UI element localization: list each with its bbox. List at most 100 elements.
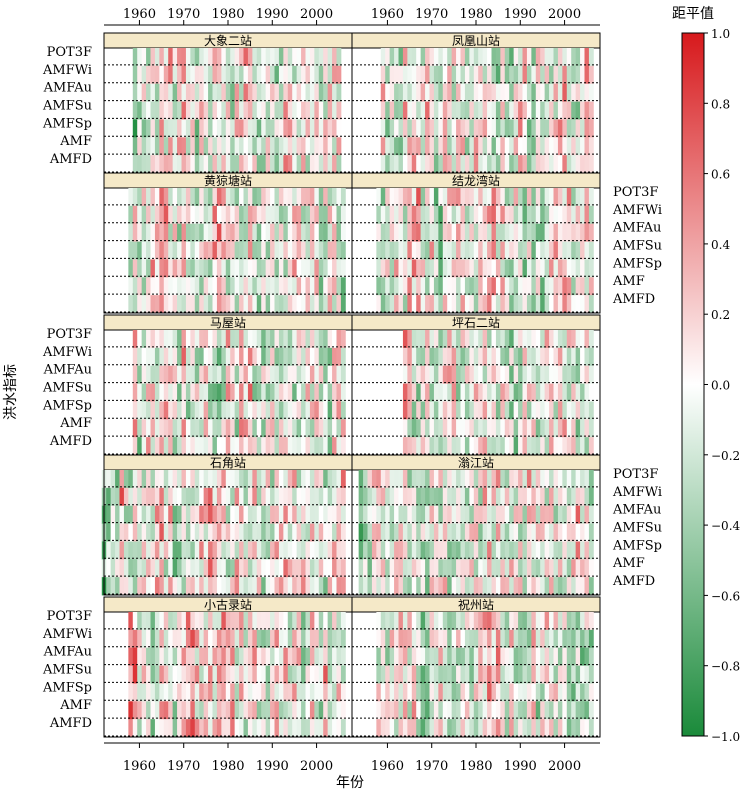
heat-cell xyxy=(123,541,129,560)
heat-cell xyxy=(177,223,182,242)
heat-cell xyxy=(500,365,506,384)
heat-cell xyxy=(212,541,218,560)
heat-cell xyxy=(588,83,594,102)
heat-cell xyxy=(544,647,550,666)
heat-cell xyxy=(274,683,280,702)
heat-cell xyxy=(283,241,289,260)
heat-cell xyxy=(287,419,293,438)
heat-cell xyxy=(482,330,488,349)
heat-cell xyxy=(433,330,439,349)
heat-cell xyxy=(340,383,346,402)
heat-cell xyxy=(301,470,306,489)
heat-cell xyxy=(332,665,337,684)
heat-cell xyxy=(181,719,187,738)
heat-cell xyxy=(314,401,320,420)
heat-cell xyxy=(239,665,244,684)
heat-cell xyxy=(208,137,213,156)
heat-cell xyxy=(150,683,156,702)
heat-cell xyxy=(314,487,320,507)
heat-cell xyxy=(270,577,275,596)
heat-cell xyxy=(287,241,293,260)
heat-cell xyxy=(203,137,209,156)
heat-cell xyxy=(584,277,590,296)
heat-cell xyxy=(385,48,391,67)
heat-cell xyxy=(407,383,413,402)
heat-cell xyxy=(389,137,395,156)
heat-cell xyxy=(411,487,417,507)
heat-cell xyxy=(376,701,382,720)
heat-cell xyxy=(420,665,426,684)
heat-cell xyxy=(336,347,342,367)
heat-cell xyxy=(509,487,515,507)
heat-cell xyxy=(318,505,324,524)
heat-cell xyxy=(261,719,267,738)
heat-cell xyxy=(154,259,160,278)
heat-cell xyxy=(283,205,289,225)
heat-cell xyxy=(336,523,342,542)
heat-cell xyxy=(416,401,422,420)
heat-cell xyxy=(553,505,559,524)
heat-cell xyxy=(243,137,249,156)
heat-cell xyxy=(504,470,510,489)
heat-cell xyxy=(150,295,156,314)
heat-cell xyxy=(460,101,466,120)
heat-cell xyxy=(332,541,337,560)
heat-cell xyxy=(261,419,267,438)
heat-cell xyxy=(407,65,413,85)
heat-cell xyxy=(163,541,169,560)
heat-cell xyxy=(292,65,298,85)
heat-cell xyxy=(442,559,448,578)
heat-cell xyxy=(137,365,143,384)
index-label: AMFWi xyxy=(612,203,662,218)
heat-cell xyxy=(252,101,258,120)
heat-cell xyxy=(305,437,311,456)
heat-cell xyxy=(557,101,563,120)
heat-cell xyxy=(194,155,200,174)
heat-cell xyxy=(575,347,581,367)
heat-cell xyxy=(323,437,329,456)
heat-cell xyxy=(261,101,267,120)
heat-cell xyxy=(190,401,196,420)
heat-cell xyxy=(243,241,249,260)
heat-cell xyxy=(141,719,147,738)
heat-cell xyxy=(150,205,156,225)
heat-cell xyxy=(252,119,258,138)
heat-cell xyxy=(566,277,572,296)
heat-cell xyxy=(518,665,523,684)
heat-cell xyxy=(318,612,324,631)
heat-cell xyxy=(301,401,306,420)
heat-cell xyxy=(216,155,222,174)
heat-cell xyxy=(212,137,218,156)
heat-cell xyxy=(141,330,147,349)
heat-cell xyxy=(456,523,461,542)
heat-cell xyxy=(531,577,537,596)
heat-cell xyxy=(132,65,138,85)
heat-cell xyxy=(451,523,457,542)
heat-cell xyxy=(185,188,191,207)
heat-cell xyxy=(411,701,417,720)
heat-cell xyxy=(460,259,466,278)
heat-cell xyxy=(336,295,342,314)
heat-cell xyxy=(265,155,271,174)
heat-cell xyxy=(265,277,271,296)
heat-cell xyxy=(296,383,302,402)
heat-cell xyxy=(487,541,492,560)
heat-cell xyxy=(553,629,559,649)
heat-cell xyxy=(318,295,324,314)
heat-cell xyxy=(526,559,532,578)
heat-cell xyxy=(159,647,165,666)
heat-cell xyxy=(283,647,289,666)
heat-cell xyxy=(478,365,484,384)
heat-cell xyxy=(230,577,236,596)
heat-cell xyxy=(495,683,501,702)
heat-cell xyxy=(172,523,178,542)
heat-cell xyxy=(460,119,466,138)
heat-cell xyxy=(394,223,399,242)
heat-cell xyxy=(208,65,213,85)
index-label: AMFD xyxy=(612,292,655,307)
heat-cell xyxy=(168,119,174,138)
heat-cell xyxy=(371,505,377,524)
heat-cell xyxy=(402,719,408,738)
heat-cell xyxy=(566,541,572,560)
heat-cell xyxy=(544,541,550,560)
